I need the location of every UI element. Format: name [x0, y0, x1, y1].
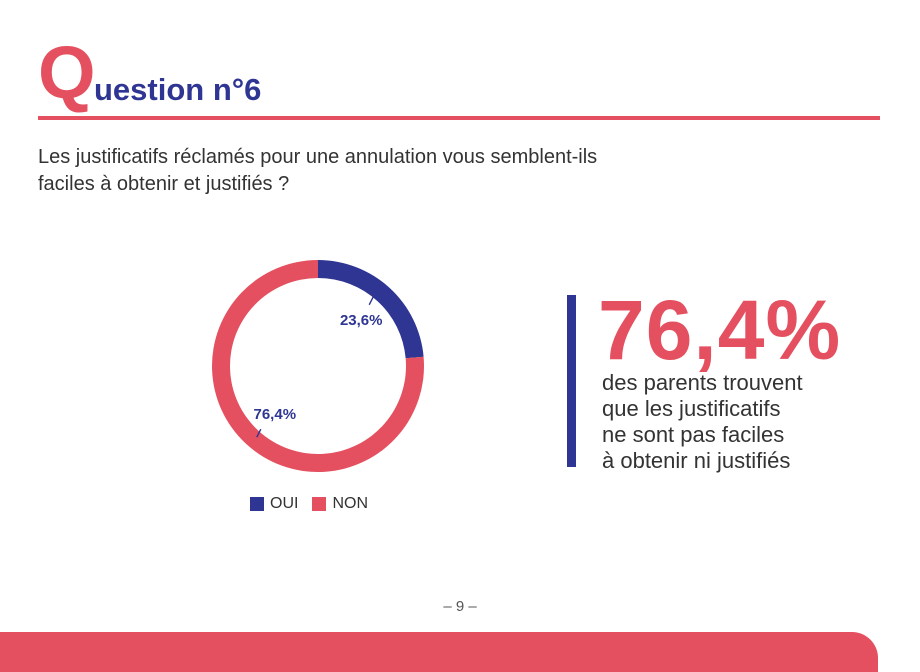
question-initial: Q [38, 31, 96, 114]
page-number: – 9 – [443, 598, 477, 615]
question-line: faciles à obtenir et justifiés ? [38, 173, 290, 195]
donut-label-non: 76,4% [254, 406, 297, 423]
highlight-value: 76,4% [598, 283, 842, 377]
chart-legend: OUI NON [250, 494, 382, 514]
question-title: uestion n°6 [94, 72, 262, 107]
legend-label-oui: OUI [270, 495, 299, 512]
legend-item-oui: OUI [250, 495, 298, 513]
legend-item-non: NON [312, 495, 368, 513]
highlight-bar [567, 295, 576, 467]
highlight-line: à obtenir ni justifiés [602, 448, 791, 473]
legend-swatch-oui [250, 497, 264, 511]
donut-slice-oui [318, 260, 424, 359]
donut-label-group-non: 76,4% [254, 406, 297, 438]
legend-swatch-non [312, 497, 327, 511]
donut-label-oui: 23,6% [340, 312, 383, 329]
highlight-line: que les justificatifs [602, 396, 781, 421]
highlight-line: des parents trouvent [602, 370, 803, 395]
question-line: Les justificatifs réclamés pour une annu… [38, 146, 598, 168]
highlight-line: ne sont pas faciles [602, 422, 785, 447]
header-rule [38, 116, 880, 120]
question-text: Les justificatifs réclamés pour une annu… [38, 144, 758, 198]
donut-label-tick [256, 428, 262, 438]
highlight-text: des parents trouvent que les justificati… [602, 370, 803, 474]
footer-band [0, 632, 878, 672]
question-header: Q uestion n°6 [38, 36, 880, 112]
donut-label-group-oui: 23,6% [340, 296, 383, 329]
donut-label-tick [368, 296, 374, 306]
legend-label-non: NON [332, 495, 369, 512]
donut-chart: 23,6% 76,4% [212, 260, 424, 472]
